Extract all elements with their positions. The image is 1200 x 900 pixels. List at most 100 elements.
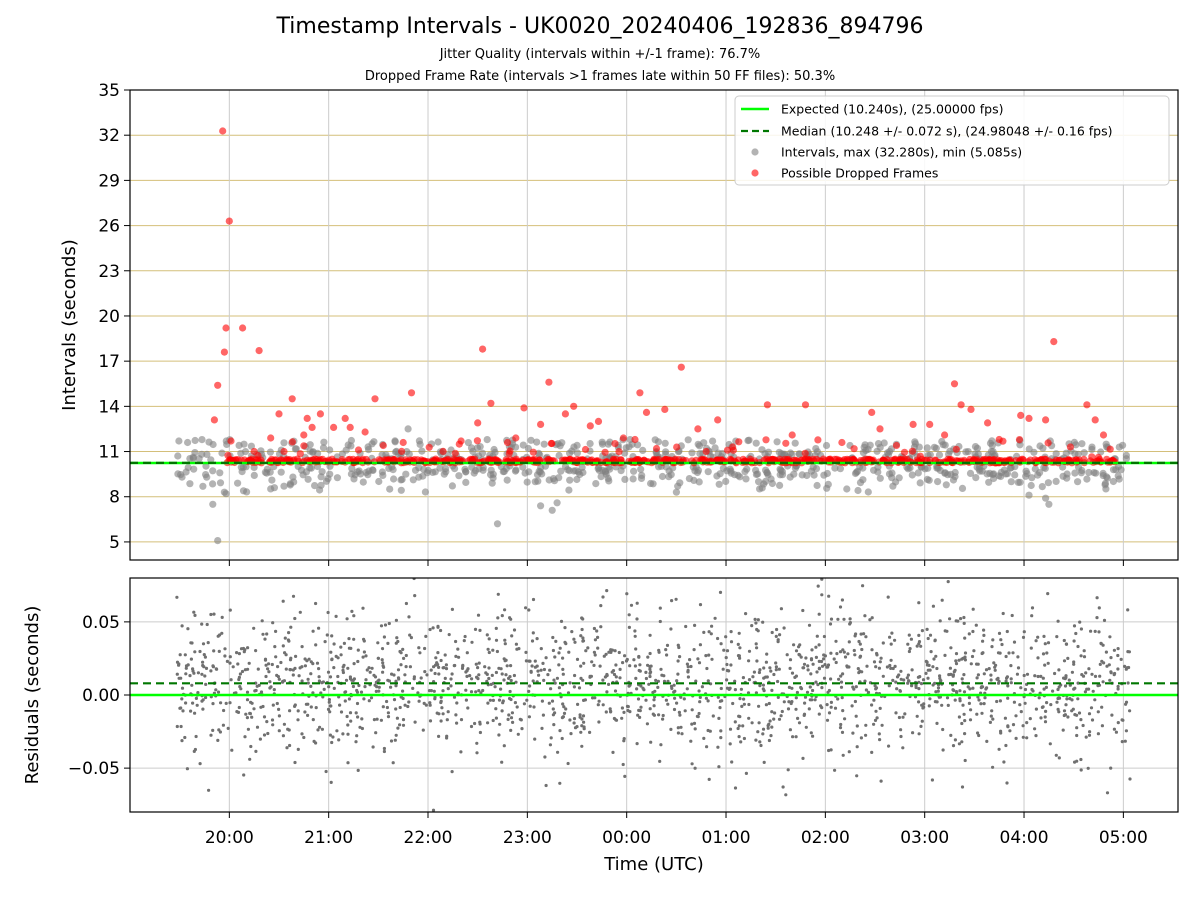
residual-point xyxy=(203,674,207,678)
residual-point xyxy=(201,642,206,646)
residual-point xyxy=(231,665,235,669)
residual-point xyxy=(620,706,625,710)
residual-point xyxy=(797,652,801,657)
residual-point xyxy=(573,726,578,730)
residual-point xyxy=(175,672,179,676)
residual-point xyxy=(401,718,406,722)
interval-point xyxy=(397,486,405,494)
residual-point xyxy=(180,697,184,701)
residual-point xyxy=(1041,652,1046,656)
residual-point xyxy=(776,695,780,700)
residual-point xyxy=(729,640,734,644)
residual-point xyxy=(588,730,592,735)
residual-point xyxy=(948,666,953,670)
residual-point xyxy=(1098,662,1102,667)
residual-point xyxy=(459,750,463,754)
residual-point xyxy=(1025,672,1030,676)
residual-point xyxy=(436,651,440,655)
interval-point xyxy=(1071,469,1079,477)
residual-point xyxy=(662,679,667,683)
interval-point xyxy=(207,456,215,464)
time-xtick-label: 00:00 xyxy=(602,828,651,848)
dropped-frame-point xyxy=(220,348,228,356)
dropped-frame-point xyxy=(1083,401,1091,409)
dropped-frame-point xyxy=(505,449,513,458)
interval-point xyxy=(338,450,346,458)
residual-point xyxy=(355,734,359,738)
residual-point xyxy=(891,678,895,683)
interval-point xyxy=(923,444,931,452)
residual-point xyxy=(396,668,401,672)
dropped-frame-point xyxy=(594,417,603,425)
residual-point xyxy=(917,732,921,736)
residual-point xyxy=(516,732,520,736)
residual-point xyxy=(832,657,836,661)
residual-point xyxy=(537,673,541,677)
residual-point xyxy=(465,651,469,655)
residual-point xyxy=(1075,726,1079,730)
residual-point xyxy=(931,604,936,608)
residual-point xyxy=(744,612,748,616)
residual-point xyxy=(901,715,905,719)
residual-point xyxy=(889,658,893,662)
legend-entry-label: Possible Dropped Frames xyxy=(781,166,938,181)
residual-point xyxy=(1100,705,1104,709)
residuals-ytick-label: 0.05 xyxy=(82,613,120,633)
dropped-frame-point xyxy=(1025,414,1033,422)
residual-point xyxy=(609,710,613,714)
residual-point xyxy=(728,727,733,731)
residual-point xyxy=(306,677,310,681)
interval-point xyxy=(1080,449,1088,457)
residual-point xyxy=(1046,641,1051,645)
residual-point xyxy=(762,666,766,670)
intervals-axes-frame xyxy=(129,89,1179,561)
residual-point xyxy=(218,633,222,637)
residual-point xyxy=(382,635,386,639)
residual-point xyxy=(349,719,353,723)
residual-point xyxy=(741,724,745,728)
residual-point xyxy=(861,584,865,588)
interval-point xyxy=(921,465,929,473)
residual-point xyxy=(457,655,461,659)
residual-point xyxy=(611,750,615,755)
residual-point xyxy=(503,638,507,642)
residual-point xyxy=(702,630,706,635)
residual-point xyxy=(758,668,762,672)
residual-point xyxy=(963,655,967,659)
residual-point xyxy=(201,707,205,711)
interval-point xyxy=(752,439,760,447)
interval-point xyxy=(319,444,328,452)
residual-point xyxy=(730,760,734,764)
residual-point xyxy=(549,736,553,740)
residual-point xyxy=(386,641,390,646)
residual-point xyxy=(852,648,856,653)
interval-point xyxy=(742,475,750,483)
residual-point xyxy=(367,699,371,703)
residual-point xyxy=(674,597,678,601)
residual-point xyxy=(649,740,653,744)
residual-point xyxy=(690,722,694,726)
interval-point xyxy=(1063,470,1071,478)
interval-point xyxy=(822,441,831,450)
residual-point xyxy=(761,683,766,687)
residual-point xyxy=(664,698,669,702)
residual-point xyxy=(350,609,354,614)
residual-point xyxy=(372,673,376,677)
residual-point xyxy=(963,732,967,736)
residual-point xyxy=(847,640,851,644)
residual-point xyxy=(786,768,790,772)
dropped-frame-point xyxy=(487,399,495,407)
residual-point xyxy=(362,639,366,643)
residual-point xyxy=(191,701,195,705)
residual-point xyxy=(254,749,258,754)
residual-point xyxy=(1082,649,1086,653)
residual-point xyxy=(509,716,514,720)
residual-point xyxy=(362,697,366,701)
jitter-quality-subtitle: Jitter Quality (intervals within +/-1 fr… xyxy=(439,47,761,62)
residual-point xyxy=(725,678,729,682)
dropped-frame-point xyxy=(227,437,235,445)
intervals-ytick-label: 23 xyxy=(98,262,120,282)
residual-point xyxy=(470,640,474,644)
interval-point xyxy=(908,471,916,479)
residual-point xyxy=(552,678,556,682)
